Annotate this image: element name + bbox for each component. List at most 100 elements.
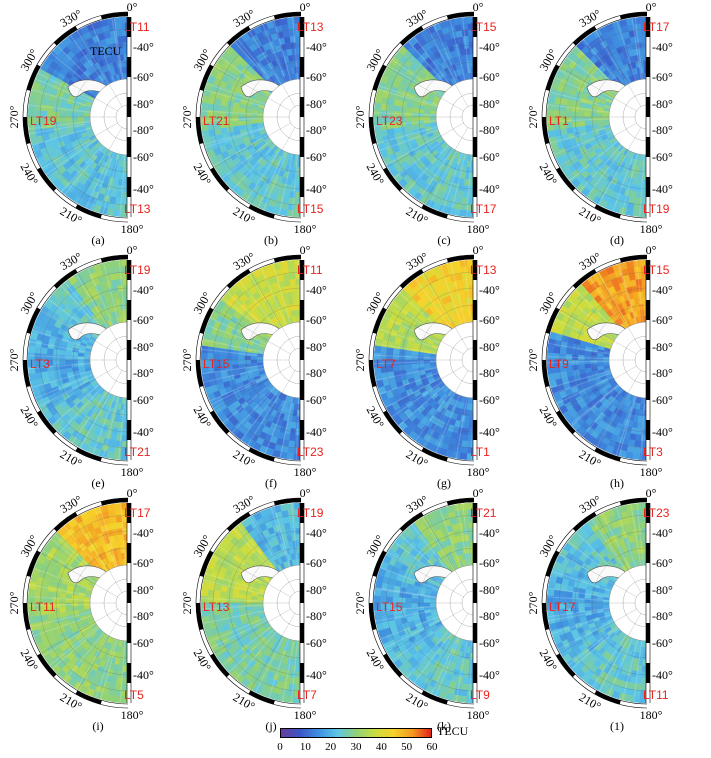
polar-cap (608, 564, 648, 642)
latitude-label: -80° (133, 123, 154, 137)
longitude-frame (368, 254, 475, 466)
colorbar-tick-label: 60 (426, 741, 438, 753)
polar-panel-b: -40°-60°-80°-80°-60°-40°0°330°300°270°24… (180, 0, 327, 236)
longitude-frame (368, 497, 475, 709)
polar-panel-l: -40°-60°-80°-80°-60°-40°0°330°300°270°24… (526, 486, 673, 722)
latitude-axis (472, 260, 478, 460)
latitude-label: -40° (133, 182, 154, 196)
lt-label-top: LT13 (297, 20, 324, 34)
latitude-label: -60° (652, 556, 673, 570)
latitude-label: -80° (479, 97, 500, 111)
polar-cap (262, 564, 302, 642)
lt-label-top: LT15 (470, 20, 497, 34)
lt-label-left: LT7 (376, 357, 396, 371)
tec-field (546, 16, 648, 218)
latitude-label: -80° (652, 97, 673, 111)
latitude-axis (645, 260, 651, 460)
longitude-label: 0° (473, 243, 484, 257)
latitude-label: -80° (479, 123, 500, 137)
latitude-label: -40° (652, 40, 673, 54)
panel-caption: (i) (92, 719, 104, 733)
polar-panel-a: -40°-60°-80°-80°-60°-40°0°330°300°270°24… (7, 0, 154, 236)
tecu-inline-label: TECU (90, 44, 122, 58)
lt-label-bottom: LT9 (470, 688, 490, 702)
lt-label-bottom: LT23 (297, 445, 324, 459)
tec-field (373, 259, 475, 461)
longitude-label: 180° (121, 708, 144, 722)
tec-field (200, 259, 302, 461)
latitude-label: -80° (652, 340, 673, 354)
latitude-axis (645, 503, 651, 703)
longitude-label: 0° (646, 486, 657, 500)
longitude-label: 270° (180, 348, 194, 371)
colorbar-tick-label: 30 (350, 741, 362, 753)
panel-caption: (e) (91, 476, 105, 490)
latitude-label: -80° (133, 366, 154, 380)
latitude-label: -60° (133, 313, 154, 327)
longitude-label: 0° (646, 0, 657, 14)
polar-panel-f: -40°-60°-80°-80°-60°-40°0°330°300°270°24… (180, 243, 327, 479)
latitude-axis (299, 17, 305, 217)
colorbar-tick-label: 50 (401, 741, 413, 753)
longitude-label: 270° (7, 591, 21, 614)
colorbar-unit-label: TECU (437, 724, 469, 738)
panel-caption: (c) (437, 233, 451, 247)
longitude-label: 270° (526, 348, 540, 371)
polar-panel-h: -40°-60°-80°-80°-60°-40°0°330°300°270°24… (526, 243, 673, 479)
lt-label-left: LT9 (549, 357, 569, 371)
latitude-label: -40° (652, 283, 673, 297)
latitude-label: -60° (479, 70, 500, 84)
lt-label-bottom: LT11 (643, 688, 669, 702)
latitude-axis (126, 17, 132, 217)
latitude-label: -40° (306, 425, 327, 439)
longitude-label: 270° (180, 105, 194, 128)
latitude-label: -60° (306, 313, 327, 327)
longitude-frame (195, 11, 302, 223)
longitude-label: 180° (467, 465, 490, 479)
polar-cap (435, 321, 475, 399)
lt-label-top: LT17 (643, 20, 670, 34)
latitude-label: -60° (306, 636, 327, 650)
latitude-label: -40° (306, 283, 327, 297)
latitude-label: -40° (479, 40, 500, 54)
latitude-label: -40° (652, 526, 673, 540)
longitude-frame (22, 254, 129, 466)
polar-panel-c: -40°-60°-80°-80°-60°-40°0°330°300°270°24… (353, 0, 500, 236)
lt-label-bottom: LT13 (124, 202, 151, 216)
latitude-label: -60° (306, 150, 327, 164)
latitude-label: -80° (133, 609, 154, 623)
latitude-axis (299, 503, 305, 703)
tec-field (200, 502, 302, 704)
lt-label-top: LT15 (643, 263, 670, 277)
longitude-frame (368, 11, 475, 223)
tec-field (27, 502, 129, 704)
latitude-label: -80° (306, 340, 327, 354)
latitude-label: -40° (652, 668, 673, 682)
latitude-label: -80° (652, 583, 673, 597)
latitude-label: -60° (479, 556, 500, 570)
longitude-frame (541, 497, 648, 709)
panel-caption: (a) (91, 233, 105, 247)
longitude-label: 0° (646, 243, 657, 257)
latitude-label: -60° (479, 313, 500, 327)
latitude-label: -40° (652, 425, 673, 439)
longitude-label: 0° (127, 243, 138, 257)
polar-cap (608, 321, 648, 399)
lt-label-left: LT19 (30, 114, 57, 128)
longitude-label: 0° (127, 0, 138, 14)
latitude-label: -40° (306, 668, 327, 682)
polar-panel-j: -40°-60°-80°-80°-60°-40°0°330°300°270°24… (180, 486, 327, 722)
latitude-label: -60° (652, 313, 673, 327)
lt-label-bottom: LT19 (643, 202, 670, 216)
longitude-label: 0° (300, 243, 311, 257)
lt-label-top: LT13 (470, 263, 497, 277)
colorbar-tick-label: 10 (299, 741, 311, 753)
lt-label-bottom: LT1 (470, 445, 490, 459)
lt-label-top: LT11 (124, 20, 150, 34)
latitude-label: -60° (479, 636, 500, 650)
latitude-label: -80° (306, 97, 327, 111)
polar-panel-k: -40°-60°-80°-80°-60°-40°0°330°300°270°24… (353, 486, 500, 722)
polar-cap (262, 321, 302, 399)
lt-label-left: LT1 (549, 114, 569, 128)
longitude-label: 270° (180, 591, 194, 614)
